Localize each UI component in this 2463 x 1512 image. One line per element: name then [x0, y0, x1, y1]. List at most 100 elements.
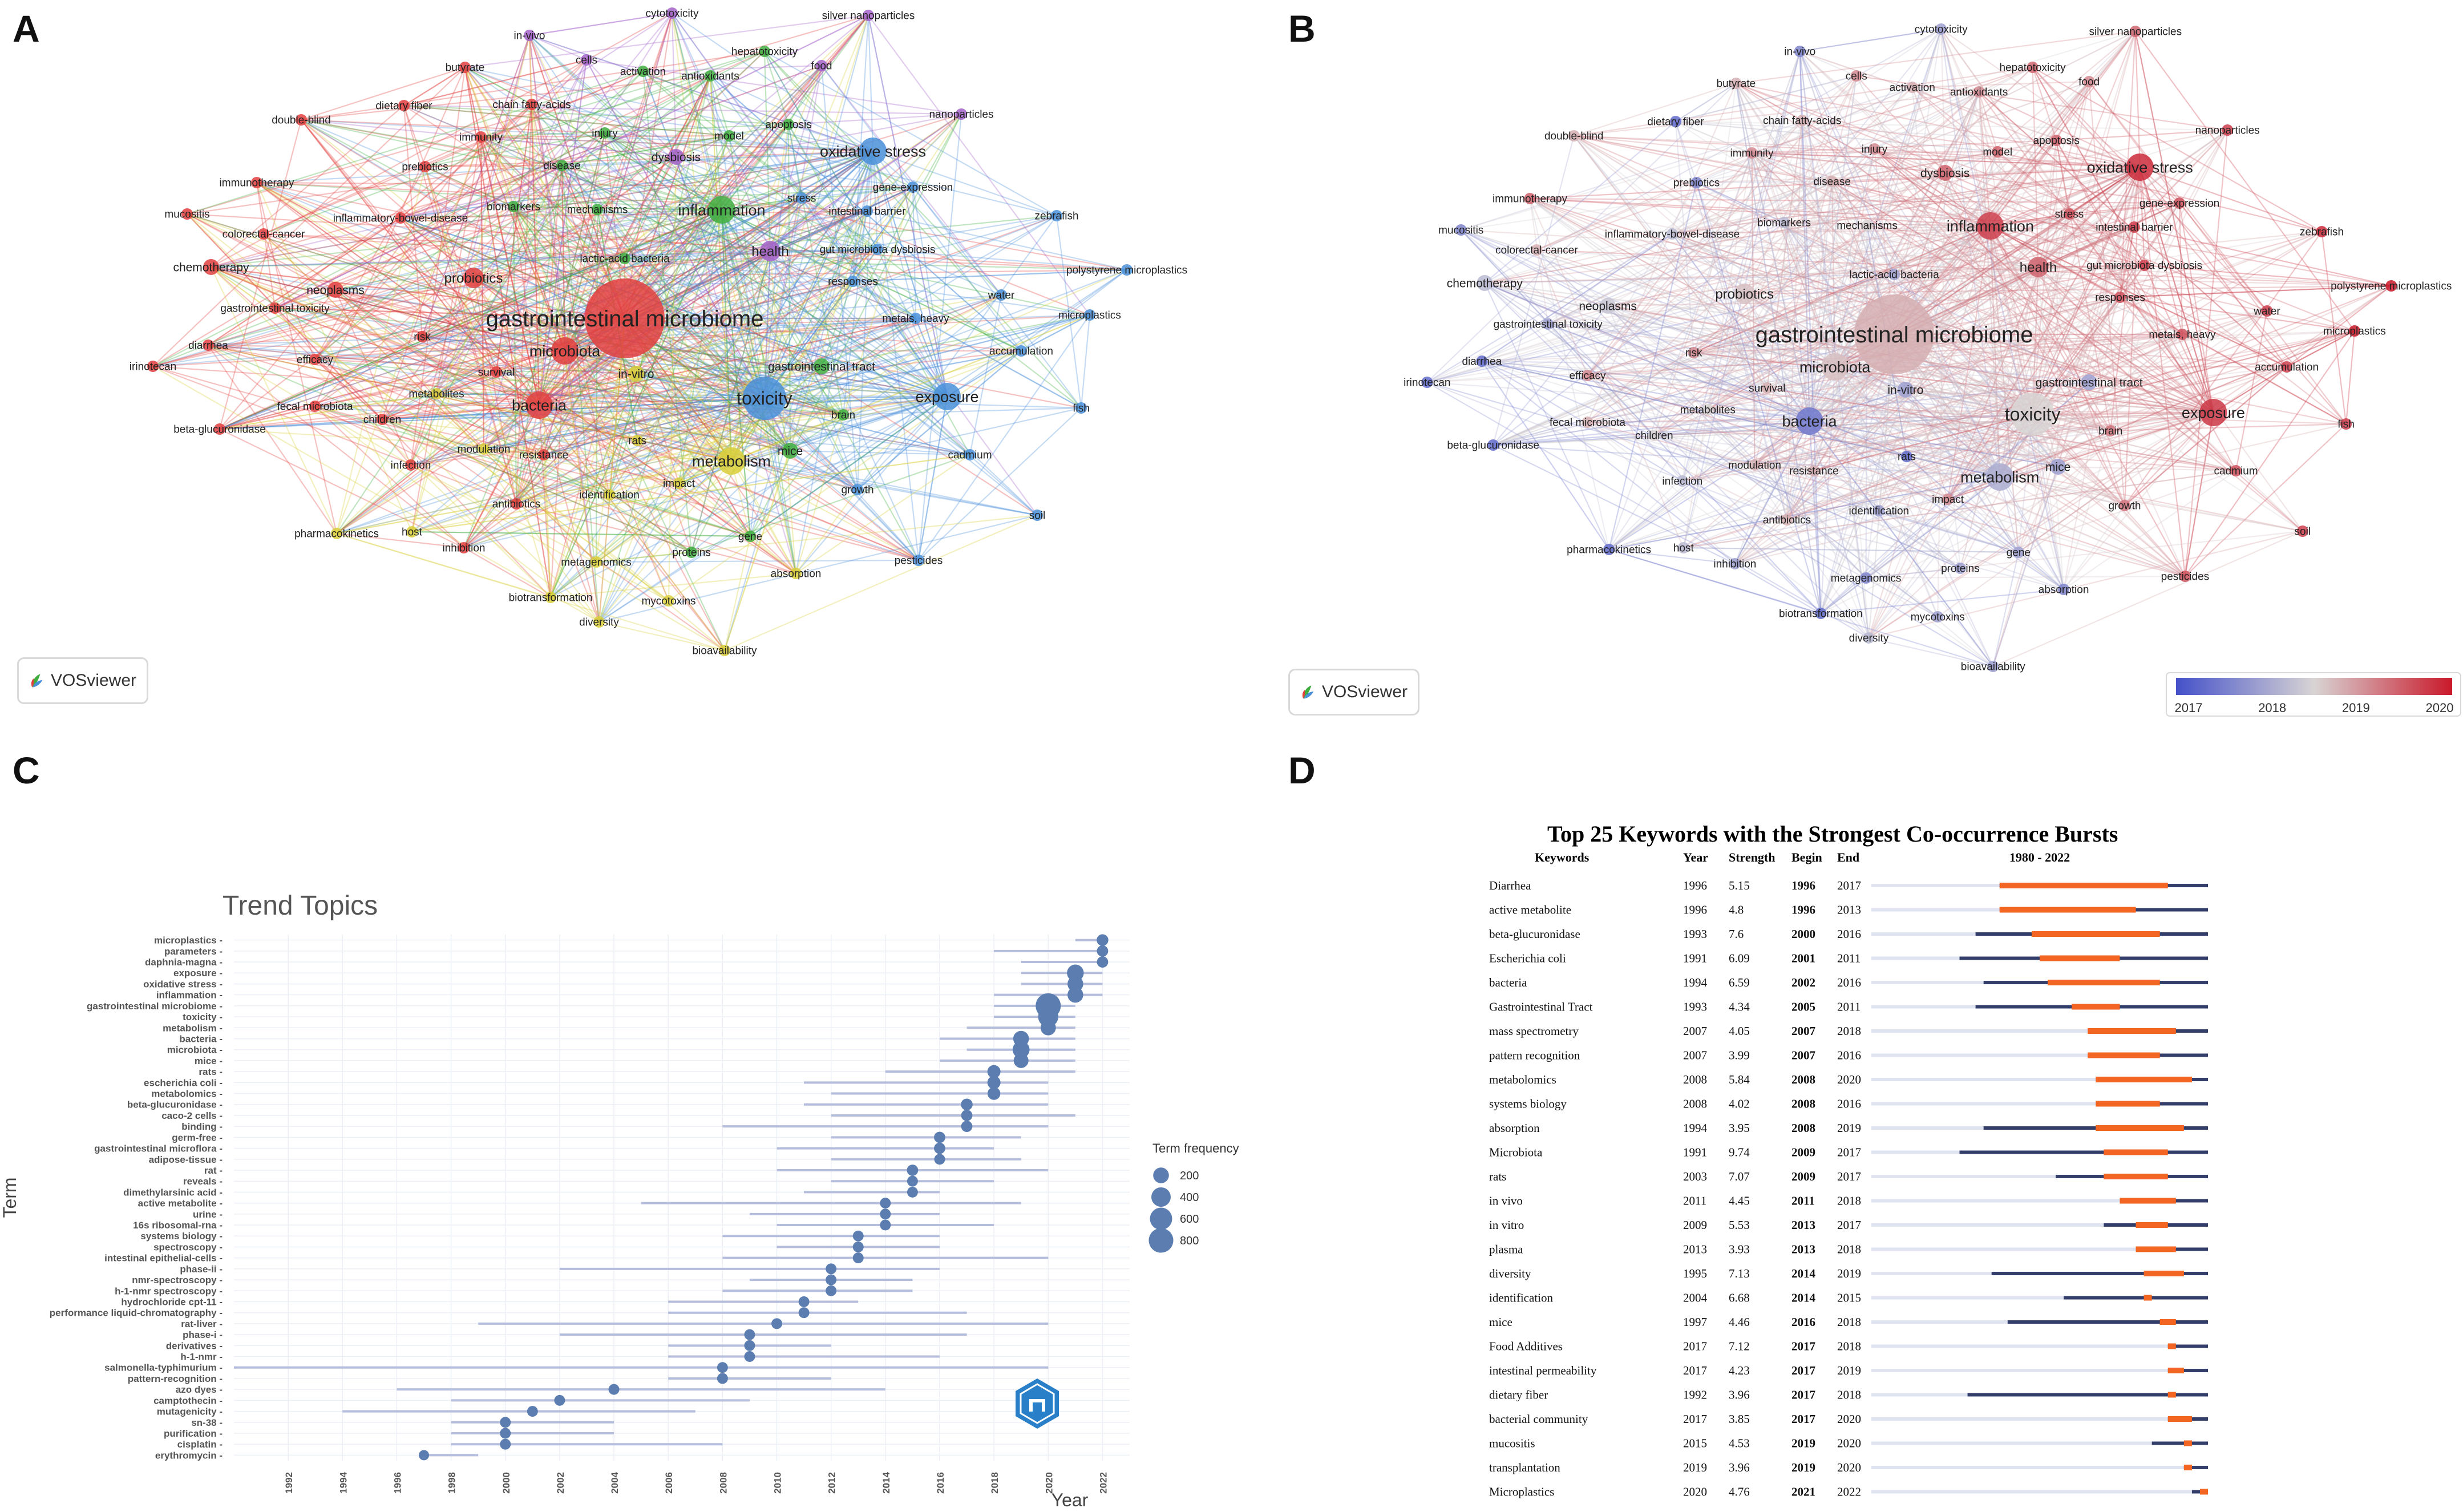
network-node-label: colorectal-cancer — [1495, 245, 1578, 257]
network-edge — [301, 119, 844, 415]
network-edge — [604, 132, 844, 415]
network-edge — [1959, 266, 2039, 569]
network-edge — [1831, 180, 1991, 227]
network-edge — [463, 294, 1002, 548]
network-edge — [152, 366, 600, 622]
network-edge — [2032, 67, 2057, 141]
network-edge — [549, 135, 730, 598]
trend-term-label: mutagenicity - — [157, 1406, 223, 1417]
network-edge — [314, 257, 625, 361]
network-edge — [1989, 225, 2183, 335]
network-edge — [513, 13, 673, 207]
burst-cell: 2020 — [1837, 1412, 1861, 1426]
network-edge — [642, 71, 916, 319]
network-node — [2058, 584, 2070, 595]
network-edge — [1574, 135, 1895, 335]
network-edge — [256, 182, 732, 462]
network-node — [862, 205, 873, 217]
network-node-label: host — [1673, 543, 1694, 555]
network-edge — [947, 350, 1022, 397]
network-edge — [411, 104, 533, 532]
network-edge — [314, 405, 751, 537]
network-edge — [263, 233, 1127, 271]
network-edge — [1894, 166, 2141, 276]
network-edge — [764, 51, 878, 250]
network-edge — [208, 344, 732, 462]
network-edge — [1814, 333, 2183, 472]
network-edge — [1783, 222, 1810, 422]
network-edge — [403, 104, 789, 126]
burst-row: Diarrhea 1996 5.15 1996 2017 — [1489, 879, 2208, 892]
network-edge — [769, 250, 797, 574]
network-node — [790, 568, 802, 579]
network-edge — [1587, 420, 1810, 423]
network-edge — [709, 75, 733, 462]
network-edge — [403, 59, 587, 107]
network-node — [406, 526, 418, 537]
network-edge — [2032, 67, 2323, 232]
network-edge — [1831, 151, 1998, 183]
network-node — [705, 70, 716, 82]
network-node-label: cytotoxicity — [1915, 24, 1968, 36]
trend-term-label: metabolomics - — [151, 1089, 223, 1099]
network-node-label: colorectal-cancer — [223, 229, 305, 241]
network-edge — [1608, 148, 1875, 550]
network-node — [1888, 269, 1900, 280]
network-edge — [1607, 226, 2134, 307]
network-node — [816, 60, 827, 71]
network-edge — [731, 460, 858, 491]
network-edge — [464, 67, 670, 601]
network-edge — [1696, 148, 1875, 184]
network-node — [2174, 197, 2185, 209]
network-edge — [382, 209, 722, 420]
network-edge — [1683, 120, 1803, 548]
network-edge — [211, 266, 565, 352]
network-node — [2051, 135, 2062, 146]
network-edge — [1493, 444, 1736, 564]
network-edge — [1809, 420, 2186, 577]
trend-term-label: microplastics - — [154, 935, 223, 946]
network-edge — [483, 395, 948, 450]
network-edge — [1992, 552, 2019, 667]
network-edge — [1485, 282, 1895, 335]
network-edge — [314, 197, 802, 361]
network-edge — [769, 250, 823, 367]
network-node — [395, 212, 406, 224]
network-edge — [1681, 83, 1737, 482]
network-node-label: water — [2253, 306, 2280, 318]
network-edge — [1485, 172, 1946, 284]
network-edge — [301, 119, 722, 211]
network-edge — [731, 314, 1090, 462]
network-edge — [1868, 225, 1991, 638]
network-node-label: rats — [628, 435, 646, 447]
network-edge — [1682, 333, 2183, 482]
network-edge — [1989, 225, 2019, 553]
trend-topics-title: Trend Topics — [223, 891, 378, 921]
network-edge — [152, 135, 730, 367]
network-edge — [1493, 409, 1708, 446]
network-edge — [912, 187, 1002, 296]
network-edge — [672, 13, 1038, 516]
network-edge — [787, 124, 844, 415]
burst-cell: 5.15 — [1729, 879, 1750, 892]
network-edge — [1484, 282, 1810, 422]
network-edge — [1493, 409, 1708, 446]
network-edge — [2178, 203, 2214, 413]
network-edge — [609, 250, 771, 495]
network-edge — [1574, 135, 2392, 287]
network-edge — [436, 165, 563, 394]
burst-cell: 2008 — [1683, 1073, 1707, 1086]
burst-cell: 2000 — [1791, 927, 1815, 941]
network-edge — [1736, 82, 2140, 168]
network-edge — [561, 165, 566, 351]
network-edge — [2139, 167, 2214, 413]
network-edge — [513, 206, 725, 651]
network-edge — [1940, 29, 2303, 532]
burst-cell: 2019 — [1791, 1461, 1815, 1474]
network-node-label: fecal microbiota — [1550, 417, 1625, 429]
network-edge — [211, 266, 919, 561]
network-edge — [763, 51, 771, 252]
network-node-label: identification — [1849, 506, 1910, 518]
network-edge — [671, 13, 920, 561]
trend-median-dot — [826, 1274, 837, 1285]
